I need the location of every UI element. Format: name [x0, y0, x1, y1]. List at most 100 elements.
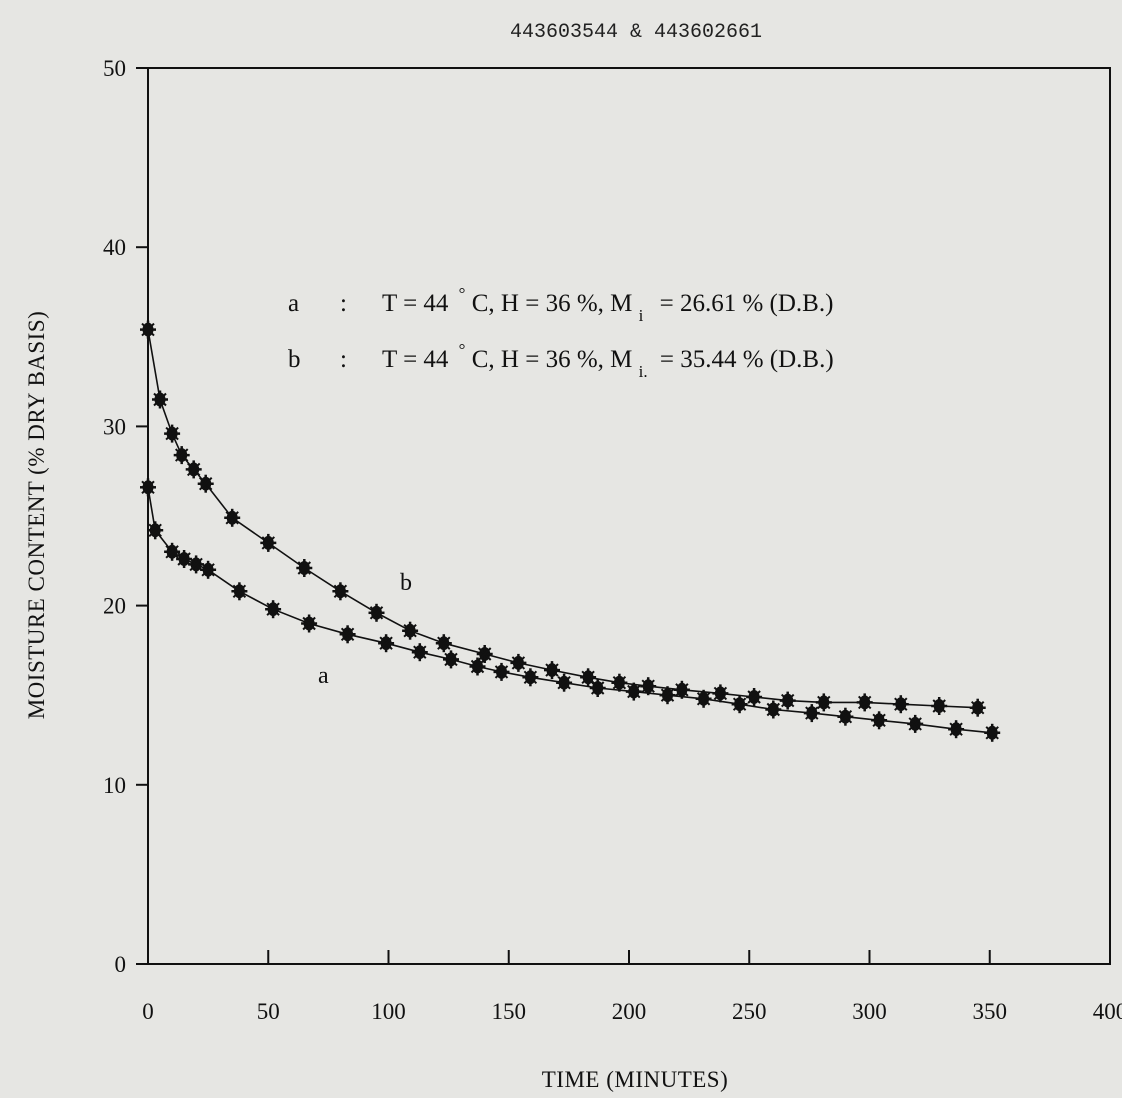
- y-axis-title: MOISTURE CONTENT (% DRY BASIS): [24, 311, 49, 720]
- legend-b-sub: i.: [639, 362, 648, 381]
- data-point-b: [197, 474, 214, 493]
- data-point-b: [435, 634, 452, 653]
- data-point-a: [164, 542, 181, 561]
- data-point-b: [152, 390, 168, 409]
- data-point-a: [556, 673, 573, 692]
- data-point-a: [176, 550, 193, 568]
- legend-a-post: = 26.61 % (D.B.): [660, 290, 834, 317]
- series-line-b: [147, 329, 978, 709]
- y-tick-label: 30: [103, 414, 126, 439]
- data-point-a: [984, 723, 1001, 742]
- data-point-a: [871, 711, 888, 730]
- y-tick-label: 10: [103, 773, 126, 798]
- data-point-a: [411, 643, 428, 662]
- data-point-b: [544, 661, 560, 680]
- legend-entry-b: b : T = 44 ° C, H = 36 %, M i. = 35.44 %…: [288, 334, 834, 383]
- data-point-b: [969, 698, 986, 717]
- data-point-b: [856, 693, 873, 712]
- data-point-a: [140, 478, 156, 497]
- data-point-a: [147, 521, 164, 540]
- x-tick-label: 200: [612, 999, 647, 1024]
- data-point-a: [522, 668, 539, 687]
- document-id: 443603544 & 443602661: [510, 21, 762, 44]
- x-tick-label: 100: [371, 999, 406, 1024]
- legend-b-post: = 35.44 % (D.B.): [660, 346, 834, 373]
- data-point-a: [695, 689, 712, 708]
- data-point-b: [892, 695, 909, 714]
- data-point-b: [580, 668, 597, 687]
- data-point-a: [443, 650, 459, 669]
- y-tick-label: 0: [115, 952, 127, 977]
- data-point-a: [948, 720, 965, 739]
- series-label-a: a: [318, 663, 329, 689]
- x-tick-label: 0: [142, 999, 154, 1024]
- data-point-a: [625, 682, 642, 701]
- data-point-a: [378, 634, 395, 653]
- data-point-b: [173, 446, 190, 465]
- data-point-b: [476, 645, 493, 663]
- legend-b-sep: :: [340, 346, 347, 373]
- legend-a-key: a: [288, 290, 299, 317]
- legend: a : T = 44 ° C, H = 36 %, M i = 26.61 % …: [288, 278, 834, 383]
- data-point-b: [815, 693, 832, 712]
- data-point-b: [260, 533, 277, 552]
- data-point-a: [301, 614, 318, 633]
- y-axis: 0 10 20 30 40 50: [103, 56, 148, 977]
- legend-a-pre: T = 44: [382, 290, 449, 317]
- data-point-a: [659, 686, 676, 705]
- y-tick-label: 40: [103, 235, 126, 260]
- plot-frame: [147, 67, 1111, 965]
- series-layer: [140, 320, 1001, 742]
- data-point-b: [746, 688, 763, 706]
- data-point-b: [712, 684, 729, 703]
- data-point-a: [200, 560, 217, 579]
- data-point-a: [765, 700, 782, 719]
- legend-b-key: b: [288, 346, 301, 373]
- legend-entry-a: a : T = 44 ° C, H = 36 %, M i = 26.61 % …: [288, 278, 833, 327]
- x-axis-title: TIME (MINUTES): [542, 1067, 729, 1092]
- data-point-a: [493, 662, 510, 681]
- data-point-b: [164, 424, 181, 443]
- data-point-b: [510, 653, 527, 672]
- data-point-b: [368, 603, 385, 622]
- x-tick-label: 300: [852, 999, 887, 1024]
- legend-a-sub: i: [639, 306, 644, 325]
- data-point-a: [589, 679, 606, 697]
- x-axis: 0 50 100 150 200 250 300 350 400: [142, 950, 1122, 1024]
- data-point-b: [296, 559, 313, 577]
- legend-a-sep: :: [340, 290, 347, 317]
- data-point-b: [402, 621, 419, 640]
- data-point-a: [188, 555, 205, 574]
- data-point-b: [673, 680, 690, 699]
- data-point-a: [339, 625, 356, 644]
- data-point-a: [731, 695, 748, 714]
- legend-a-deg: °: [459, 284, 466, 303]
- data-point-b: [640, 677, 657, 696]
- x-tick-label: 150: [492, 999, 527, 1024]
- data-point-b: [611, 673, 628, 692]
- legend-a-mid: C, H = 36 %, M: [472, 290, 633, 317]
- data-point-b: [332, 582, 349, 601]
- data-point-a: [907, 714, 924, 733]
- series-label-b: b: [400, 570, 412, 596]
- legend-b-deg: °: [459, 340, 466, 359]
- data-point-a: [469, 657, 486, 676]
- data-point-a: [265, 600, 282, 619]
- data-point-b: [224, 508, 241, 527]
- data-point-a: [231, 582, 248, 601]
- x-tick-label: 400: [1093, 999, 1122, 1024]
- legend-b-mid: C, H = 36 %, M: [472, 346, 633, 373]
- y-tick-label: 50: [103, 56, 126, 81]
- y-tick-label: 20: [103, 594, 126, 619]
- x-tick-label: 350: [973, 999, 1008, 1024]
- legend-b-pre: T = 44: [382, 346, 449, 373]
- data-point-b: [779, 691, 796, 710]
- x-tick-label: 50: [257, 999, 280, 1024]
- x-tick-label: 250: [732, 999, 767, 1024]
- data-point-a: [803, 704, 820, 723]
- data-point-b: [185, 460, 202, 479]
- data-point-b: [140, 320, 156, 339]
- data-point-b: [931, 697, 948, 715]
